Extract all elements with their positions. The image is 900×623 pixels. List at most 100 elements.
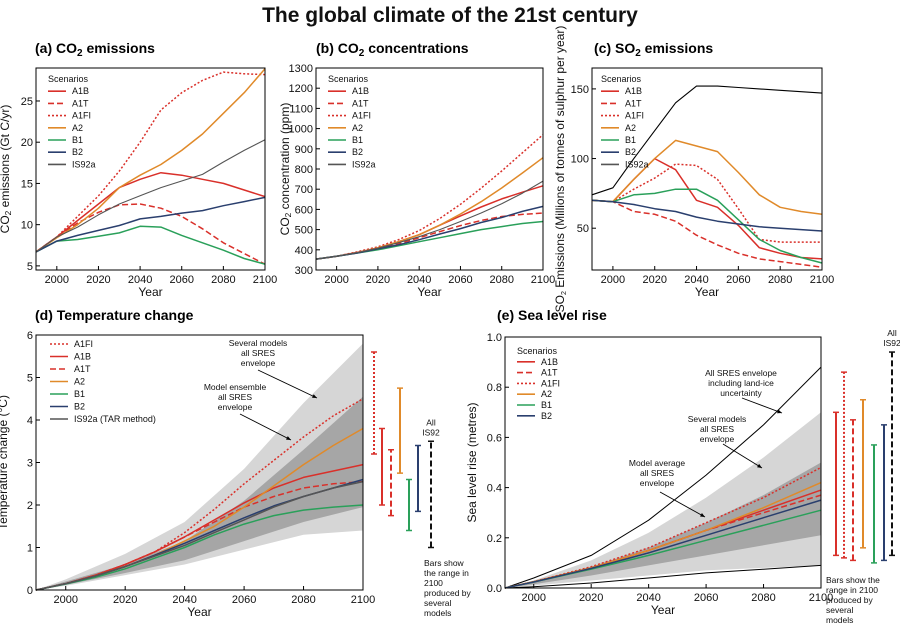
series-line-b2 <box>504 499 822 589</box>
x-tick-label: 2060 <box>694 592 718 604</box>
legend-entry: B2 <box>74 402 85 412</box>
x-tick-label: 2100 <box>531 274 555 286</box>
x-tick-label: 2060 <box>448 274 472 286</box>
annotation-arrow <box>659 491 706 518</box>
annotation-bars-note: models <box>826 615 853 623</box>
annotation-several-models: Several models <box>229 338 288 348</box>
series-line-b2 <box>35 196 266 253</box>
envelope-inner <box>505 462 821 588</box>
annotation-arrowhead <box>286 436 291 440</box>
y-axis-label: SO2 Emissions (Millions of tonnes of sul… <box>553 26 568 313</box>
x-tick-label: 2040 <box>407 274 431 286</box>
panel-title: (a) CO2 emissions <box>35 40 155 59</box>
panel-title: (d) Temperature change <box>35 307 194 323</box>
legend-entry: A1T <box>74 364 91 374</box>
legend: A1FI A1B A1T A2 B1 B2 IS92a (TAR method) <box>50 339 156 424</box>
y-tick-label: 20 <box>21 137 33 149</box>
series-line-b2 <box>591 199 823 232</box>
y-tick-label: 500 <box>295 225 313 237</box>
legend-entry: IS92a <box>625 159 649 169</box>
series-line-a1b <box>315 185 544 260</box>
x-tick-label: 2100 <box>253 274 277 286</box>
annotation-arrowhead <box>777 409 782 414</box>
series-line-a2 <box>35 68 266 253</box>
x-tick-label: 2100 <box>809 592 833 604</box>
x-axis-label: Year <box>417 285 441 299</box>
x-tick-label: 2040 <box>172 594 196 606</box>
x-tick-label: 2000 <box>53 594 77 606</box>
x-tick-label: 2100 <box>810 274 834 286</box>
y-tick-label: 0.0 <box>487 583 502 595</box>
x-tick-label: 2080 <box>291 594 315 606</box>
y-tick-label: 0.2 <box>487 533 502 545</box>
series-line-is92a <box>591 85 823 196</box>
annotation-bars-note: produced by <box>826 595 874 605</box>
series-line-is92a <box>35 139 266 253</box>
y-axis-label: CO2 emissions (Gt C/yr) <box>0 105 13 234</box>
x-tick-label: 2060 <box>726 274 750 286</box>
annotation-arrow <box>257 369 318 399</box>
envelope-inner <box>36 396 363 590</box>
panel-title: (e) Sea level rise <box>497 307 607 323</box>
y-tick-label: 0.8 <box>487 382 502 394</box>
y-tick-label: 5 <box>27 373 33 385</box>
legend-entry: A1T <box>625 98 642 108</box>
y-tick-label: 100 <box>571 154 589 166</box>
y-tick-label: 4 <box>27 415 33 427</box>
panel-e: (e) Sea level rise 2000 2020 2040 2060 2080 21… <box>465 307 900 623</box>
annotation-several-models: envelope <box>241 358 276 368</box>
panel-a: (a) CO2 emissions 2000 2020 2040 2060 2080 210… <box>0 40 277 299</box>
x-tick-label: 2060 <box>232 594 256 606</box>
x-axis-label: Year <box>695 285 719 299</box>
plot-frame <box>504 336 822 589</box>
annotation-bars-note: produced by <box>424 588 472 598</box>
legend-entry: IS92a <box>352 159 376 169</box>
legend-entry: A1FI <box>74 339 93 349</box>
annotation-bars-note: the range in <box>424 568 469 578</box>
annotation-model-ensemble: Model ensemble <box>204 382 267 392</box>
legend-entry: A2 <box>625 123 636 133</box>
annotation-bars-note: Bars show <box>424 558 465 568</box>
y-tick-label: 800 <box>295 164 313 176</box>
annotation-bars-note: range in 2100 <box>826 585 878 595</box>
x-tick-label: 2080 <box>751 592 775 604</box>
annotation-arrow <box>722 443 763 469</box>
series-line-a1t <box>35 203 266 265</box>
legend-entry: B1 <box>541 400 552 410</box>
series-line-b1 <box>35 504 364 591</box>
series-line-is92a-tar-method- <box>35 480 364 591</box>
x-tick-label: 2100 <box>351 594 375 606</box>
annotation-landice: including land-ice <box>708 378 774 388</box>
legend-entry: A1T <box>352 98 369 108</box>
annotation-model-average: all SRES <box>640 468 674 478</box>
y-tick-label: 600 <box>295 204 313 216</box>
y-tick-label: 1 <box>27 543 33 555</box>
legend-entry: B1 <box>74 389 85 399</box>
y-tick-label: 1.0 <box>487 332 502 344</box>
series-line-a1t <box>591 199 823 268</box>
panel-title: (b) CO2 concentrations <box>316 40 469 59</box>
x-tick-label: 2080 <box>211 274 235 286</box>
x-axis-label: Year <box>187 605 211 619</box>
panel-title: (c) SO2 emissions <box>594 40 713 59</box>
legend-entry: A1FI <box>541 378 560 388</box>
x-tick-label: 2040 <box>636 592 660 604</box>
range-bar-label: IS92 <box>422 427 440 437</box>
panel-c: (c) SO2 emissions 2000 2020 2040 2060 2080 210… <box>553 26 834 313</box>
annotation-bars-note: models <box>424 608 451 618</box>
y-tick-label: 150 <box>571 84 589 96</box>
x-tick-label: 2080 <box>768 274 792 286</box>
annotation-model-average: Model average <box>629 458 686 468</box>
y-axis-label: Sea level rise (metres) <box>465 402 479 522</box>
legend-title: Scenarios <box>48 74 89 84</box>
x-tick-label: 2080 <box>489 274 513 286</box>
x-tick-label: 2000 <box>45 274 69 286</box>
x-tick-label: 2020 <box>86 274 110 286</box>
legend-entry: A1B <box>541 357 558 367</box>
y-tick-label: 700 <box>295 184 313 196</box>
legend-title: Scenarios <box>328 74 369 84</box>
annotation-several-models: Several models <box>688 414 747 424</box>
